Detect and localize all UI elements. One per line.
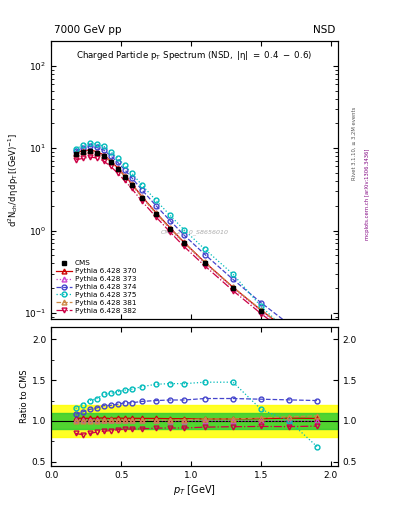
Text: NSD: NSD (313, 26, 335, 35)
Legend: CMS, Pythia 6.428 370, Pythia 6.428 373, Pythia 6.428 374, Pythia 6.428 375, Pyt: CMS, Pythia 6.428 370, Pythia 6.428 373,… (55, 259, 138, 315)
Text: 7000 GeV pp: 7000 GeV pp (54, 26, 121, 35)
Y-axis label: $\mathsf{d^2N_{ch}/d\eta\,dp_T\,[(GeV)^{-1}]}$: $\mathsf{d^2N_{ch}/d\eta\,dp_T\,[(GeV)^{… (7, 133, 21, 227)
X-axis label: $p_T$ [GeV]: $p_T$ [GeV] (173, 482, 216, 497)
Text: $\mathsf{Charged\ Particle\ p_T\ Spectrum\ (NSD,\ |\eta|\ =\ 0.4\ -\ 0.6)}$: $\mathsf{Charged\ Particle\ p_T\ Spectru… (77, 49, 312, 62)
Y-axis label: Ratio to CMS: Ratio to CMS (20, 370, 29, 423)
Text: CMS_2010_S8656010: CMS_2010_S8656010 (160, 230, 229, 236)
Text: Rivet 3.1.10, ≥ 3.2M events: Rivet 3.1.10, ≥ 3.2M events (352, 106, 357, 180)
Bar (51, 404, 338, 437)
Text: mcplots.cern.ch [arXiv:1306.3436]: mcplots.cern.ch [arXiv:1306.3436] (365, 149, 371, 240)
Bar (51, 413, 338, 429)
